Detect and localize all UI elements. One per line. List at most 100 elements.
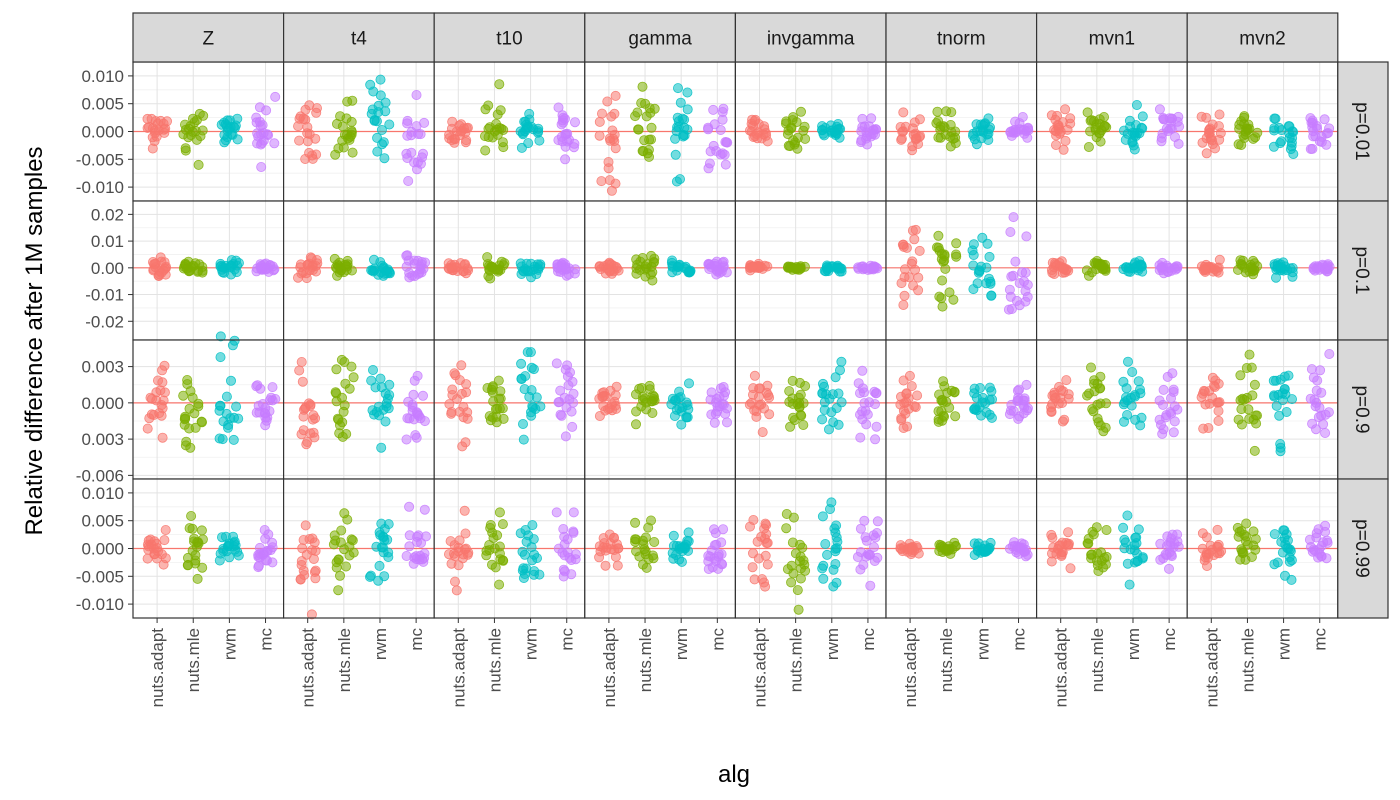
data-point-nuts.adapt (760, 581, 771, 592)
data-point-mc (560, 154, 571, 165)
panel-Z-p=0.01 (132, 61, 285, 202)
data-point-rwm (1274, 410, 1285, 421)
data-point-nuts.mle (492, 264, 503, 275)
x-tick-label-nuts.adapt: nuts.adapt (901, 628, 920, 708)
data-point-nuts.adapt (754, 383, 765, 394)
data-point-nuts.adapt (758, 129, 769, 140)
data-point-nuts.adapt (454, 406, 465, 417)
data-point-mc (718, 524, 729, 535)
data-point-nuts.adapt (308, 410, 319, 421)
data-point-nuts.mle (940, 263, 951, 274)
data-point-nuts.mle (337, 431, 348, 442)
data-point-nuts.mle (951, 238, 962, 249)
data-point-rwm (830, 372, 841, 383)
data-point-nuts.mle (938, 376, 949, 387)
data-point-rwm (684, 378, 695, 389)
data-point-nuts.adapt (1209, 264, 1220, 275)
data-point-rwm (224, 552, 235, 563)
y-tick-label: -0.005 (76, 150, 124, 169)
x-tick-label-mc: mc (257, 628, 276, 651)
data-point-mc (857, 365, 868, 376)
data-point-mc (401, 434, 412, 445)
data-point-nuts.mle (496, 256, 507, 267)
data-point-rwm (371, 541, 382, 552)
data-point-nuts.mle (334, 570, 345, 581)
data-point-nuts.mle (1096, 125, 1107, 136)
data-point-rwm (1274, 122, 1285, 133)
panel-invgamma-p=0.9 (734, 339, 887, 480)
panel-t4-p=0.1 (283, 200, 435, 341)
data-point-rwm (836, 356, 847, 367)
data-point-mc (556, 410, 567, 421)
data-point-rwm (821, 389, 832, 400)
data-point-nuts.adapt (1201, 532, 1212, 543)
data-point-rwm (968, 260, 979, 271)
data-point-rwm (521, 563, 532, 574)
data-point-nuts.mle (951, 251, 962, 262)
data-point-nuts.mle (1235, 370, 1246, 381)
data-point-mc (859, 515, 870, 526)
data-point-rwm (673, 116, 684, 127)
panel-mvn2-p=0.01 (1186, 61, 1339, 202)
data-point-nuts.adapt (1058, 263, 1069, 274)
data-point-nuts.mle (1243, 404, 1254, 415)
data-point-rwm (821, 262, 832, 273)
data-point-nuts.mle (330, 262, 341, 273)
data-point-mc (1172, 404, 1183, 415)
data-point-rwm (226, 269, 237, 280)
data-point-nuts.adapt (310, 266, 321, 277)
data-point-mc (1005, 291, 1016, 302)
data-point-rwm (984, 251, 995, 262)
data-point-nuts.mle (190, 422, 201, 433)
y-axis-title: Relative difference after 1M samples (21, 146, 48, 535)
data-point-nuts.mle (1236, 139, 1247, 150)
facet-strip-mvn2 (1186, 12, 1339, 63)
data-point-nuts.mle (788, 412, 799, 423)
data-point-rwm (1271, 400, 1282, 411)
data-point-rwm (967, 245, 978, 256)
data-point-nuts.adapt (461, 135, 472, 146)
data-point-nuts.mle (631, 419, 642, 430)
panel-mvn1-p=0.99 (1035, 478, 1188, 619)
data-point-nuts.mle (946, 385, 957, 396)
data-point-rwm (968, 284, 979, 295)
data-point-rwm (676, 556, 687, 567)
data-point-rwm (1124, 579, 1135, 590)
data-point-nuts.adapt (763, 390, 774, 401)
data-point-rwm (225, 375, 236, 386)
data-point-mc (1166, 551, 1177, 562)
data-point-rwm (826, 497, 837, 508)
data-point-rwm (516, 142, 527, 153)
data-point-rwm (217, 434, 228, 445)
data-point-rwm (818, 560, 829, 571)
data-point-nuts.adapt (747, 261, 758, 272)
data-point-rwm (215, 400, 226, 411)
data-point-rwm (373, 575, 384, 586)
data-point-rwm (1122, 558, 1133, 569)
data-point-nuts.mle (346, 116, 357, 127)
data-point-nuts.adapt (1202, 561, 1213, 572)
data-point-nuts.adapt (604, 133, 615, 144)
data-point-rwm (818, 378, 829, 389)
facet-label-mvn1: mvn1 (1089, 29, 1135, 50)
data-point-mc (1006, 399, 1017, 410)
y-tick-label: 0.005 (81, 512, 124, 531)
data-point-mc (1320, 526, 1331, 537)
data-point-nuts.mle (342, 259, 353, 270)
panel-tnorm-p=0.9 (885, 339, 1038, 480)
data-point-nuts.mle (933, 230, 944, 241)
data-point-mc (407, 270, 418, 281)
data-point-nuts.mle (1235, 258, 1246, 269)
data-point-nuts.adapt (152, 543, 163, 554)
data-point-rwm (668, 553, 679, 564)
data-point-mc (1168, 384, 1179, 395)
data-point-mc (1168, 427, 1179, 438)
row-label-p=0.99: p=0.99 (1351, 519, 1372, 578)
data-point-nuts.mle (1248, 414, 1259, 425)
data-point-nuts.adapt (903, 403, 914, 414)
data-point-mc (1314, 548, 1325, 559)
data-point-rwm (1127, 366, 1138, 377)
data-point-rwm (819, 130, 830, 141)
data-point-nuts.mle (181, 436, 192, 447)
data-point-rwm (683, 536, 694, 547)
